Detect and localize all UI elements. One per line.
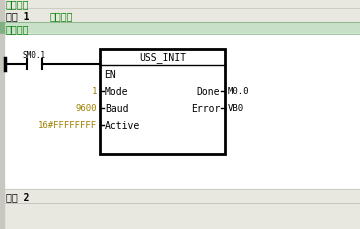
Bar bbox=[0, 0, 4, 9]
Text: M0.0: M0.0 bbox=[228, 87, 249, 96]
Text: Error: Error bbox=[191, 104, 220, 114]
Text: 网络 2: 网络 2 bbox=[6, 191, 30, 201]
Bar bbox=[0, 203, 4, 229]
Text: 网络标题: 网络标题 bbox=[50, 11, 73, 21]
Bar bbox=[0, 23, 4, 35]
Text: 程序注释: 程序注释 bbox=[6, 0, 30, 9]
Bar bbox=[0, 35, 360, 189]
Text: EN: EN bbox=[104, 70, 116, 80]
Bar bbox=[0, 189, 4, 203]
Text: 1: 1 bbox=[92, 87, 97, 96]
Bar bbox=[0, 35, 4, 189]
Text: VB0: VB0 bbox=[228, 104, 244, 113]
Text: Baud: Baud bbox=[105, 104, 129, 114]
Bar bbox=[100, 50, 225, 154]
Text: Done: Done bbox=[197, 87, 220, 97]
Text: 16#FFFFFFFF: 16#FFFFFFFF bbox=[38, 121, 97, 130]
Bar bbox=[0, 189, 360, 203]
Text: 9600: 9600 bbox=[76, 104, 97, 113]
Bar bbox=[0, 9, 360, 23]
Bar bbox=[0, 9, 4, 23]
Text: Mode: Mode bbox=[105, 87, 129, 97]
Text: SM0.1: SM0.1 bbox=[23, 51, 46, 60]
Text: 网络 1: 网络 1 bbox=[6, 11, 30, 21]
Text: Active: Active bbox=[105, 120, 140, 131]
Bar bbox=[0, 0, 360, 9]
Bar bbox=[0, 203, 360, 229]
Bar bbox=[0, 23, 360, 35]
Text: USS_INIT: USS_INIT bbox=[139, 52, 186, 63]
Text: 网络注释: 网络注释 bbox=[6, 24, 30, 34]
